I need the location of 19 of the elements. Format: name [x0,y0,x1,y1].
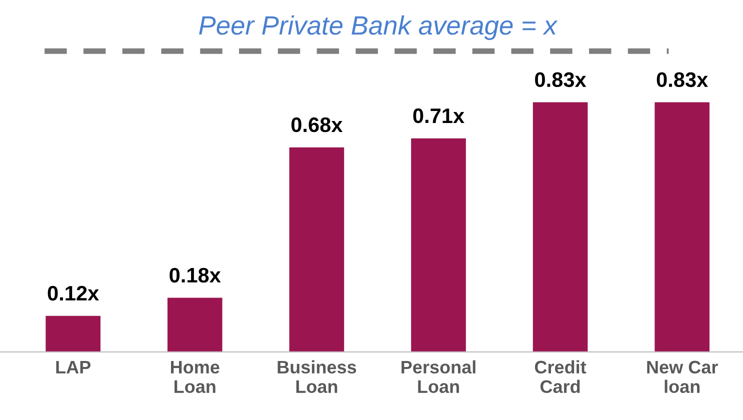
data-label: 0.12x [48,286,99,301]
data-label: 0.83x [656,72,708,88]
x-tick-label: Business Loan [278,360,356,394]
bar [46,316,100,352]
data-label: 0.18x [170,268,221,283]
bar [532,102,588,352]
x-tick-label: LAP [56,360,91,374]
data-label: 0.68x [291,117,343,132]
x-tick-label: New Car loan [647,360,718,394]
data-label: 0.71x [413,108,464,124]
data-label: 0.83x [535,72,586,88]
x-tick-label: Home Loan [171,360,220,394]
bar [289,147,344,352]
bar [411,138,466,352]
bar [654,102,710,352]
ref-line-label: Peer Private Bank average = x [199,15,558,40]
x-tick-label: Credit Card [534,360,586,394]
bar [167,298,222,352]
x-tick-label: Personal Loan [402,360,476,394]
